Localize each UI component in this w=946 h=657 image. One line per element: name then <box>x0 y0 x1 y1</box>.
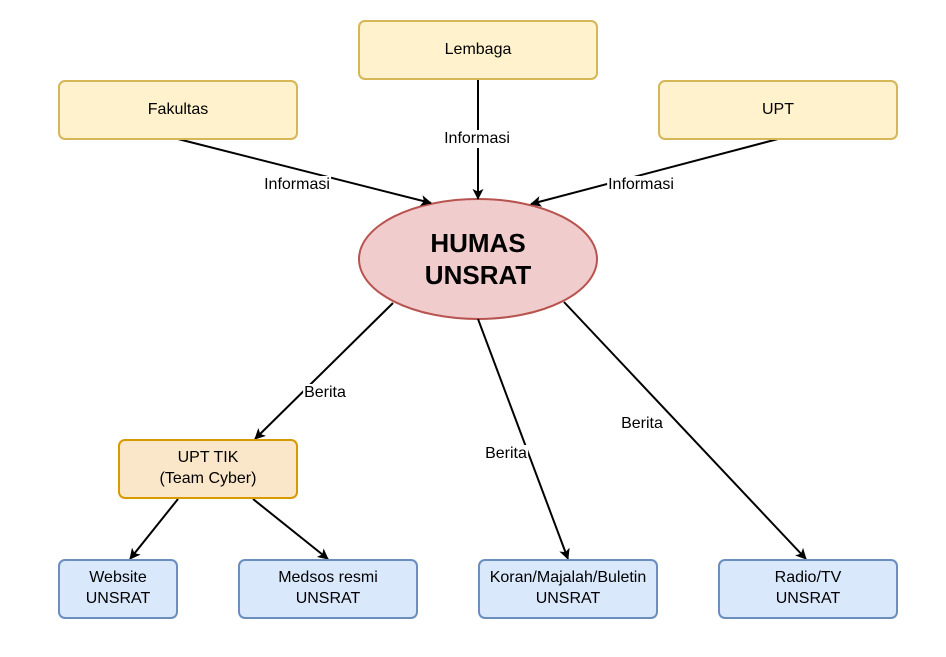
node-upt-tik-label: UPT TIK (Team Cyber) <box>159 449 257 487</box>
node-medsos[interactable]: Medsos resmi UNSRAT <box>238 559 418 619</box>
edge-label-humas-upt-tik: Berita <box>303 384 347 402</box>
node-upt[interactable]: UPT <box>658 80 898 140</box>
edge-humas-upt-tik <box>254 302 394 440</box>
node-radio[interactable]: Radio/TV UNSRAT <box>718 559 898 619</box>
node-koran-label: Koran/Majalah/Buletin UNSRAT <box>489 569 647 607</box>
node-radio-label: Radio/TV UNSRAT <box>774 569 842 607</box>
node-upt-label: UPT <box>762 100 794 118</box>
edge-humas-radio <box>563 301 807 560</box>
node-medsos-label: Medsos resmi UNSRAT <box>278 569 378 607</box>
edge-label-fakultas-humas: Informasi <box>263 176 331 194</box>
edge-tik-medsos <box>252 498 329 560</box>
node-fakultas[interactable]: Fakultas <box>58 80 298 140</box>
node-lembaga[interactable]: Lembaga <box>358 20 598 80</box>
node-koran[interactable]: Koran/Majalah/Buletin UNSRAT <box>478 559 658 619</box>
edge-label-upt-humas: Informasi <box>607 176 675 194</box>
edge-upt-humas <box>530 138 779 207</box>
edge-label-humas-radio: Berita <box>620 415 664 433</box>
node-website[interactable]: Website UNSRAT <box>58 559 178 619</box>
node-lembaga-label: Lembaga <box>444 40 512 58</box>
edge-tik-website <box>129 498 179 560</box>
node-upt-tik[interactable]: UPT TIK (Team Cyber) <box>118 439 298 499</box>
edge-fakultas-humas <box>177 138 432 206</box>
node-website-label: Website UNSRAT <box>85 569 151 607</box>
node-fakultas-label: Fakultas <box>147 100 209 118</box>
edge-label-humas-koran: Berita <box>484 445 528 463</box>
edge-humas-koran <box>477 318 570 560</box>
edge-label-lembaga-humas: Informasi <box>443 130 511 148</box>
humas-label: HUMAS UNSRAT <box>424 227 532 291</box>
